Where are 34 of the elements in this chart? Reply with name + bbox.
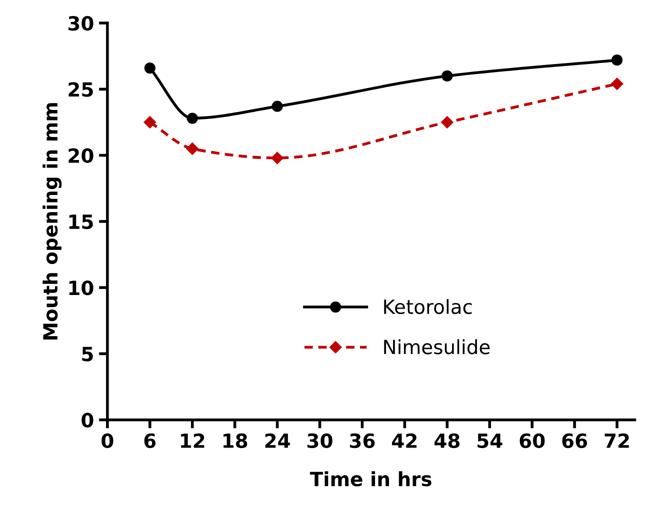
x-tick-label: 12: [181, 433, 204, 448]
y-axis-title: Mouth opening in mm: [42, 103, 62, 340]
y-tick-label: 15: [69, 214, 93, 230]
x-tick-label: 60: [520, 433, 545, 448]
y-tick-label: 0: [82, 412, 94, 428]
point: [272, 100, 283, 112]
point: [442, 70, 453, 82]
x-tick-label: 72: [604, 433, 629, 448]
x-tick-label: 54: [478, 434, 502, 448]
x-tick-label: 24: [265, 433, 290, 448]
point: [186, 142, 198, 155]
x-tick-label: 18: [223, 433, 248, 448]
point: [186, 112, 198, 124]
y-tick-label: 30: [68, 16, 94, 31]
x-tick-label: 0: [102, 433, 114, 448]
x-tick-label: 6: [144, 433, 156, 448]
x-axis-title: Time in hrs: [310, 471, 432, 486]
x-tick-label: 48: [434, 433, 460, 448]
legend-label: Ketorolac: [384, 299, 472, 314]
y-tick-label: 5: [82, 346, 93, 362]
x-tick-label: 42: [392, 433, 417, 448]
y-tick-label: 10: [69, 280, 94, 296]
x-tick-label: 30: [308, 433, 332, 448]
point: [144, 116, 156, 128]
point: [610, 78, 624, 90]
point: [271, 152, 284, 164]
y-tick-label: 20: [68, 148, 94, 163]
point: [144, 62, 156, 74]
x-tick-label: 36: [350, 433, 375, 448]
x-tick-label: 66: [562, 433, 588, 448]
point: [611, 54, 623, 66]
legend-label: Nimesulide: [384, 339, 490, 354]
y-tick-label: 25: [68, 82, 93, 97]
point: [441, 116, 454, 128]
